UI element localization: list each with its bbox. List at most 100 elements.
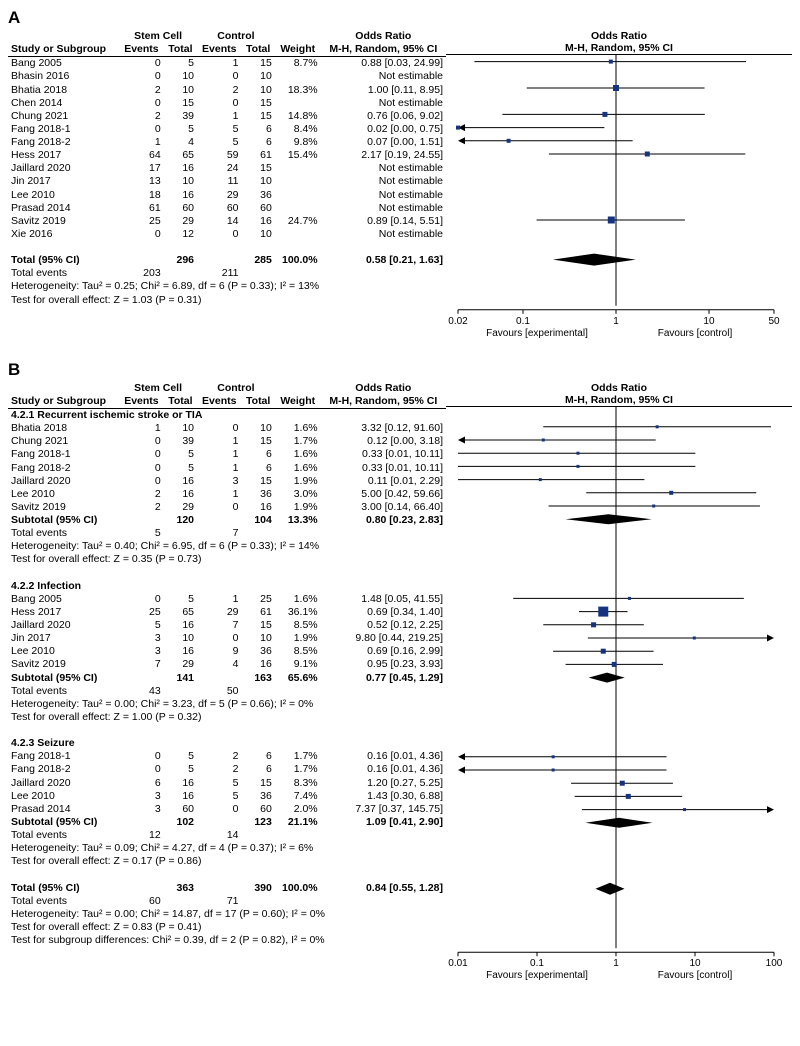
table-row: Bang 2005051158.7%0.88 [0.03, 24.99] (8, 57, 446, 71)
col-events: Events (119, 395, 163, 409)
svg-text:50: 50 (768, 316, 780, 327)
svg-text:0.01: 0.01 (448, 958, 468, 969)
table-row: Xie 2016012010Not estimable (8, 228, 446, 241)
col-study: Study or Subgroup (8, 395, 119, 409)
table-row: Chung 20210391151.7%0.12 [0.00, 3.18] (8, 435, 446, 448)
subtotal-row: Total (95% CI)363390100.0%0.84 [0.55, 1.… (8, 882, 446, 895)
subtotal-row: Total (95% CI)296285100.0%0.58 [0.21, 1.… (8, 254, 446, 267)
table-row: Savitz 20192290161.9%3.00 [0.14, 66.40] (8, 501, 446, 514)
table-row: Prasad 201461606060Not estimable (8, 202, 446, 215)
ctrl-group-header: Control (197, 30, 275, 43)
table-row: Jin 201713101110Not estimable (8, 175, 446, 188)
or-title-header: Odds Ratio (321, 382, 446, 395)
svg-text:0.1: 0.1 (530, 958, 544, 969)
svg-text:Favours [experimental]: Favours [experimental] (486, 328, 588, 339)
col-or: M-H, Random, 95% CI (321, 43, 446, 57)
note-row: Heterogeneity: Tau² = 0.09; Chi² = 4.27,… (8, 842, 446, 855)
forest-panel: A Stem CellControl Odds Ratio Study or Subg… (8, 8, 792, 342)
table-row: Bhasin 2016010010Not estimable (8, 70, 446, 83)
table-row: Fang 2018-105161.6%0.33 [0.01, 10.11] (8, 448, 446, 461)
svg-text:10: 10 (703, 316, 715, 327)
table-row: Lee 20103169368.5%0.69 [0.16, 2.99] (8, 645, 446, 658)
note-row: Heterogeneity: Tau² = 0.00; Chi² = 3.23,… (8, 698, 446, 711)
table-row: Lee 20103165367.4%1.43 [0.30, 6.88] (8, 790, 446, 803)
plot-title: Odds Ratio (446, 382, 792, 394)
panel-label: A (8, 8, 792, 28)
exp-group-header: Stem Cell (119, 382, 197, 395)
table-row: Fang 2018-105261.7%0.16 [0.01, 4.36] (8, 750, 446, 763)
col-weight: Weight (275, 395, 321, 409)
total-events-row: Total events57 (8, 527, 446, 540)
note-row: Test for overall effect: Z = 0.35 (P = 0… (8, 553, 446, 566)
col-weight: Weight (275, 43, 321, 57)
note-row: Test for overall effect: Z = 1.00 (P = 0… (8, 711, 446, 724)
panel-label: B (8, 360, 792, 380)
note-row: Test for overall effect: Z = 1.03 (P = 0… (8, 294, 446, 307)
table-row: Fang 2018-214569.8%0.07 [0.00, 1.51] (8, 136, 446, 149)
table-row: Hess 20172565296136.1%0.69 [0.34, 1.40] (8, 606, 446, 619)
table-row: Jaillard 20205167158.5%0.52 [0.12, 2.25] (8, 619, 446, 632)
table-row: Jaillard 20206165158.3%1.20 [0.27, 5.25] (8, 777, 446, 790)
exp-group-header: Stem Cell (119, 30, 197, 43)
note-row: Test for overall effect: Z = 0.83 (P = 0… (8, 921, 446, 934)
forest-plot-svg: 0.020.111050Favours [experimental]Favour… (446, 55, 786, 342)
table-row: Savitz 20192529141624.7%0.89 [0.14, 5.51… (8, 215, 446, 228)
total-events-row: Total events203211 (8, 267, 446, 280)
table-row: Hess 20176465596115.4%2.17 [0.19, 24.55] (8, 149, 446, 162)
col-events: Events (197, 395, 241, 409)
table-row: Fang 2018-205261.7%0.16 [0.01, 4.36] (8, 763, 446, 776)
subgroup-title: 4.2.3 Seizure (8, 737, 446, 750)
forest-table: Stem CellControl Odds Ratio Study or Subgr… (8, 382, 446, 947)
note-row: Heterogeneity: Tau² = 0.40; Chi² = 6.95,… (8, 540, 446, 553)
note-row: Test for overall effect: Z = 0.17 (P = 0… (8, 855, 446, 868)
forest-plot-svg: 0.01 0.1 1 10 100 Favours [experimental] Favou… (446, 407, 786, 984)
col-or: M-H, Random, 95% CI (321, 395, 446, 409)
subtotal-row: Subtotal (95% CI)12010413.3%0.80 [0.23, … (8, 514, 446, 527)
plot-title: Odds Ratio (446, 30, 792, 42)
table-row: Fang 2018-205161.6%0.33 [0.01, 10.11] (8, 462, 446, 475)
total-events-row: Total events6071 (8, 895, 446, 908)
svg-text:Favours [control]: Favours [control] (658, 970, 733, 981)
table-row: Bang 2005051251.6%1.48 [0.05, 41.55] (8, 593, 446, 606)
or-title-header: Odds Ratio (321, 30, 446, 43)
svg-text:1: 1 (613, 316, 619, 327)
forest-table: Stem CellControl Odds Ratio Study or Subgr… (8, 30, 446, 307)
table-row: Fang 2018-105568.4%0.02 [0.00, 0.75] (8, 123, 446, 136)
table-row: Jaillard 20200163151.9%0.11 [0.01, 2.29] (8, 475, 446, 488)
col-total: Total (164, 43, 197, 57)
table-row: Chen 2014015015Not estimable (8, 97, 446, 110)
col-total: Total (164, 395, 197, 409)
ctrl-group-header: Control (197, 382, 275, 395)
svg-text:Favours [experimental]: Favours [experimental] (486, 970, 588, 981)
subtotal-row: Subtotal (95% CI)14116365.6%0.77 [0.45, … (8, 672, 446, 685)
col-study: Study or Subgroup (8, 43, 119, 57)
note-row: Test for subgroup differences: Chi² = 0.… (8, 934, 446, 947)
table-row: Lee 201018162936Not estimable (8, 189, 446, 202)
col-total: Total (242, 395, 275, 409)
note-row: Heterogeneity: Tau² = 0.00; Chi² = 14.87… (8, 908, 446, 921)
table-row: Jin 20173100101.9%9.80 [0.44, 219.25] (8, 632, 446, 645)
total-events-row: Total events1214 (8, 829, 446, 842)
svg-text:100: 100 (766, 958, 783, 969)
svg-text:10: 10 (689, 958, 701, 969)
table-row: Jaillard 202017162415Not estimable (8, 162, 446, 175)
plot-subtitle: M-H, Random, 95% CI (446, 42, 792, 55)
note-row: Heterogeneity: Tau² = 0.25; Chi² = 6.89,… (8, 280, 446, 293)
table-row: Bhatia 20181100101.6%3.32 [0.12, 91.60] (8, 422, 446, 435)
table-row: Prasad 20143600602.0%7.37 [0.37, 145.75] (8, 803, 446, 816)
subgroup-title: 4.2.2 Infection (8, 580, 446, 593)
plot-subtitle: M-H, Random, 95% CI (446, 394, 792, 407)
svg-text:1: 1 (613, 958, 619, 969)
svg-text:0.02: 0.02 (448, 316, 468, 327)
table-row: Chung 202123911514.8%0.76 [0.06, 9.02] (8, 110, 446, 123)
subgroup-title: 4.2.1 Recurrent ischemic stroke or TIA (8, 409, 446, 423)
table-row: Lee 20102161363.0%5.00 [0.42, 59.66] (8, 488, 446, 501)
total-events-row: Total events4350 (8, 685, 446, 698)
col-events: Events (119, 43, 163, 57)
col-total: Total (242, 43, 275, 57)
col-events: Events (197, 43, 241, 57)
table-row: Bhatia 201821021018.3%1.00 [0.11, 8.95] (8, 84, 446, 97)
svg-text:Favours [control]: Favours [control] (658, 328, 733, 339)
subtotal-row: Subtotal (95% CI)10212321.1%1.09 [0.41, … (8, 816, 446, 829)
forest-panel: B Stem CellControl Odds Ratio Study or Subg… (8, 360, 792, 984)
